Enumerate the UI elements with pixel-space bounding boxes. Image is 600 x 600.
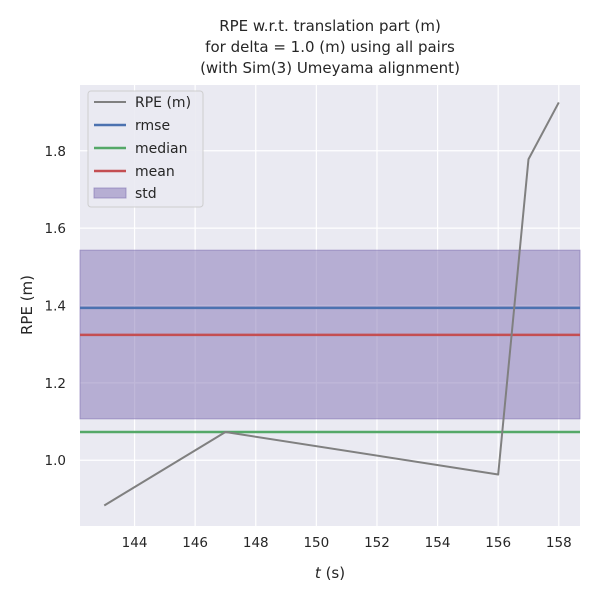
legend-label-mean: mean — [135, 164, 175, 180]
x-tick-label: 144 — [122, 535, 148, 551]
x-tick-label: 152 — [364, 535, 390, 551]
legend-swatch-std — [93, 187, 127, 199]
y-tick-label: 1.6 — [45, 221, 66, 237]
x-tick-label: 154 — [425, 535, 451, 551]
x-tick-label: 148 — [243, 535, 269, 551]
y-tick-label: 1.0 — [45, 453, 66, 469]
legend-label-std: std — [135, 186, 157, 202]
rpe-series-line — [103, 101, 560, 507]
x-axis-label-unit: (s) — [321, 564, 345, 582]
x-tick-label: 150 — [303, 535, 329, 551]
legend-label-rmse: rmse — [135, 118, 170, 134]
legend-box — [87, 90, 204, 208]
y-axis-label: RPE (m) — [18, 275, 36, 335]
y-tick-labels: 1.0 1.2 1.4 1.6 1.8 — [45, 144, 66, 469]
x-tick-label: 158 — [546, 535, 572, 551]
y-tick-label: 1.8 — [45, 144, 66, 160]
x-axis-label-var: t — [315, 564, 322, 582]
x-axis-label: t (s) — [315, 564, 345, 582]
chart-title-line-3: (with Sim(3) Umeyama alignment) — [200, 59, 460, 77]
legend-label-rpe: RPE (m) — [135, 95, 191, 111]
stat-lines-layer — [80, 306, 580, 434]
y-tick-label: 1.2 — [45, 376, 66, 392]
series-layer — [103, 101, 560, 507]
y-tick-label: 1.4 — [45, 299, 66, 315]
legend-label-median: median — [135, 141, 187, 157]
x-tick-labels: 144 146 148 150 152 154 156 158 — [122, 535, 572, 551]
x-tick-label: 156 — [485, 535, 511, 551]
chart-title-line-1: RPE w.r.t. translation part (m) — [219, 17, 441, 35]
legend: RPE (m) rmse median mean std — [87, 90, 204, 208]
x-tick-label: 146 — [182, 535, 208, 551]
chart-title-line-2: for delta = 1.0 (m) using all pairs — [205, 38, 455, 56]
